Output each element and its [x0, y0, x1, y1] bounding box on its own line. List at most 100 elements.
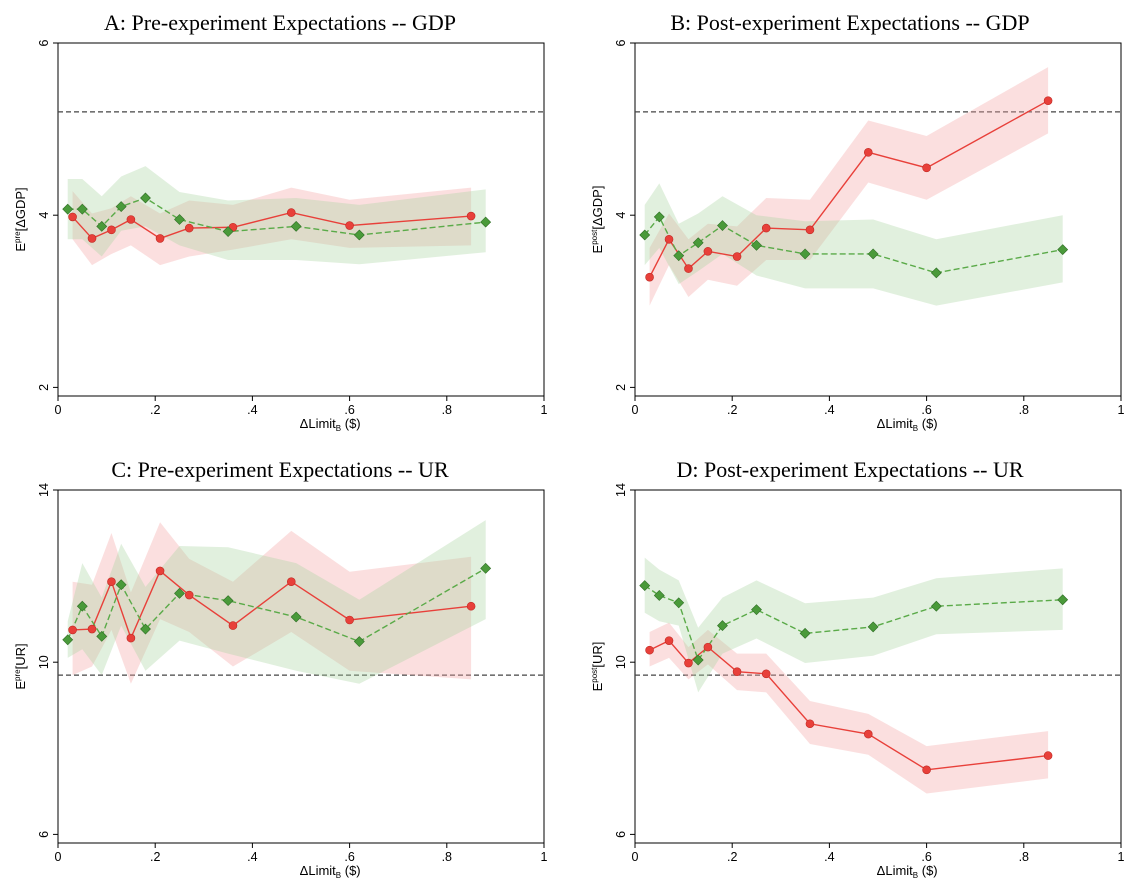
panel-d-point-control — [653, 590, 665, 601]
panel-a-point-treatment — [126, 215, 136, 224]
panel-d-point-treatment — [805, 719, 815, 729]
panel-a-point-control — [76, 203, 88, 215]
panel-b-point-control — [673, 250, 685, 262]
panel-a-line-control — [67, 197, 486, 236]
panel-d-line-treatment — [649, 639, 1049, 771]
panel-d-xtick-label: .8 — [1019, 850, 1029, 864]
panel-a-point-treatment — [155, 234, 165, 243]
panel-b-point-treatment — [761, 223, 771, 233]
panel-d-point-control — [673, 597, 685, 609]
panel-c-xtick-label: .4 — [247, 850, 257, 864]
panel-a-xtick-label: .6 — [344, 403, 354, 417]
panel-a-point-treatment — [68, 212, 77, 222]
panel-c-ytick-label: 6 — [37, 831, 51, 838]
panel-b-point-control — [867, 248, 879, 260]
panel-b-point-treatment — [703, 247, 713, 256]
panel-c-xtick-label: .2 — [150, 850, 160, 864]
panel-d-line-control — [644, 584, 1063, 662]
panel-b-point-control — [717, 220, 728, 231]
panel-b-xtick-label: 0 — [632, 403, 639, 417]
panel-b-title: B: Post-experiment Expectations -- GDP — [670, 10, 1030, 35]
panel-c-point-control — [96, 630, 108, 642]
panel-a-point-control — [480, 216, 492, 228]
panel-b-ytick-label: 4 — [614, 212, 628, 219]
panel-b-point-control — [692, 237, 704, 249]
panel-d-point-control — [799, 627, 811, 639]
panel-a-point-control — [290, 220, 302, 232]
panel-d-point-treatment — [1043, 751, 1053, 760]
panel-a-point-treatment — [184, 223, 194, 233]
panel-d-point-treatment — [732, 667, 742, 676]
panel-a-point-control — [115, 201, 127, 213]
panel-c-band-treatment — [72, 522, 472, 684]
panel-b-xtick-label: .4 — [824, 403, 834, 417]
panel-d-ytick-label: 10 — [614, 655, 628, 669]
panel-a-xtick-label: 1 — [541, 403, 548, 417]
panel-a-point-control — [174, 214, 185, 225]
panel-c-xlabel: ΔLimitB ($) — [300, 863, 361, 880]
panel-b-xtick-label: 1 — [1118, 403, 1125, 417]
panel-a-chart: 0 .2 .4 .6 .8 1 2 4 6 ΔLimitB ($) Epre[ΔGDP] — [13, 39, 548, 433]
panel-b-point-treatment — [645, 272, 654, 282]
panel-a-xtick-label: .4 — [247, 403, 257, 417]
panel-a-point-control — [96, 220, 108, 232]
panel-c-point-treatment — [87, 624, 97, 634]
panel-b-chart: 0 .2 .4 .6 .8 1 2 4 6 ΔLimitB ($) Epost[ΔGDP] — [590, 39, 1125, 433]
panel-c-ylabel: Epre[UR] — [13, 643, 28, 689]
panel-d-chart: 0 .2 .4 .6 .8 1 6 10 14 ΔLimitB ($) Epost[UR] — [590, 483, 1125, 880]
panel-a-band-control — [67, 166, 486, 265]
panel-c-xtick-label: .8 — [442, 850, 452, 864]
panel-d-point-treatment — [863, 729, 873, 739]
panel-c-point-control — [290, 611, 302, 623]
panel-b-xtick-label: .2 — [727, 403, 737, 417]
panel-b-point-control — [639, 229, 651, 241]
panel-d-xtick-label: .6 — [921, 850, 931, 864]
panel-a-point-control — [222, 226, 234, 237]
panel-d-point-control — [1057, 594, 1069, 606]
panel-d-xtick-label: 0 — [632, 850, 639, 864]
panel-d-xtick-label: .4 — [824, 850, 834, 864]
panel-b-point-control — [653, 211, 665, 223]
panel-b-point-treatment — [1043, 96, 1053, 105]
panel-d-ylabel: Epost[UR] — [590, 642, 605, 692]
panel-c-frame — [57, 489, 545, 844]
panel-d-point-treatment — [645, 645, 654, 655]
panel-a-xtick-label: .8 — [442, 403, 452, 417]
panel-d-point-control — [717, 620, 728, 632]
panel-b-xtick-label: .6 — [921, 403, 931, 417]
panel-d-title: D: Post-experiment Expectations -- UR — [676, 457, 1024, 482]
panel-d-point-control — [930, 600, 942, 612]
panel-a-ylabel: Epre[ΔGDP] — [13, 187, 28, 251]
panel-a-point-treatment — [286, 208, 296, 217]
panel-d: D: Post-experiment Expectations -- UR 0.… — [575, 441, 1125, 881]
panel-c-line-control — [67, 567, 487, 643]
panel-d-xlabel: ΔLimitB ($) — [877, 863, 938, 880]
panel-a-ytick-label: 4 — [37, 212, 51, 219]
panel-c-ytick-label: 14 — [37, 483, 51, 497]
panel-a-title: A: Pre-experiment Expectations -- GDP — [104, 10, 456, 35]
panel-b-frame — [634, 42, 1122, 397]
panel-d-ytick-label: 6 — [614, 831, 628, 838]
panel-d-point-treatment — [922, 765, 931, 775]
panel-c-xtick-label: 0 — [55, 850, 62, 864]
panel-b-point-control — [930, 267, 942, 279]
panel-d-point-control — [639, 580, 651, 591]
panel-c-band-control — [67, 520, 486, 684]
panel-a-point-treatment — [107, 225, 116, 235]
panel-c: C: Pre-experiment Expectations -- UR 0 .2… — [0, 441, 560, 881]
panel-b-point-control — [1057, 244, 1069, 256]
panel-d-frame — [634, 489, 1122, 844]
panel-c-point-control — [62, 634, 74, 646]
panel-b-point-control — [751, 239, 762, 251]
panel-c-point-control — [174, 587, 185, 599]
panel-c-point-control — [222, 595, 234, 607]
panel-a-ytick-label: 2 — [37, 384, 51, 391]
panel-c-point-control — [76, 600, 88, 612]
panel-c-point-treatment — [345, 615, 354, 625]
panel-d-ytick-label: 14 — [614, 483, 628, 497]
panel-d-point-control — [867, 621, 879, 633]
panel-b-xtick-label: .8 — [1019, 403, 1029, 417]
panel-a-ytick-label: 6 — [37, 39, 51, 46]
panel-d-xtick-label: .2 — [727, 850, 737, 864]
